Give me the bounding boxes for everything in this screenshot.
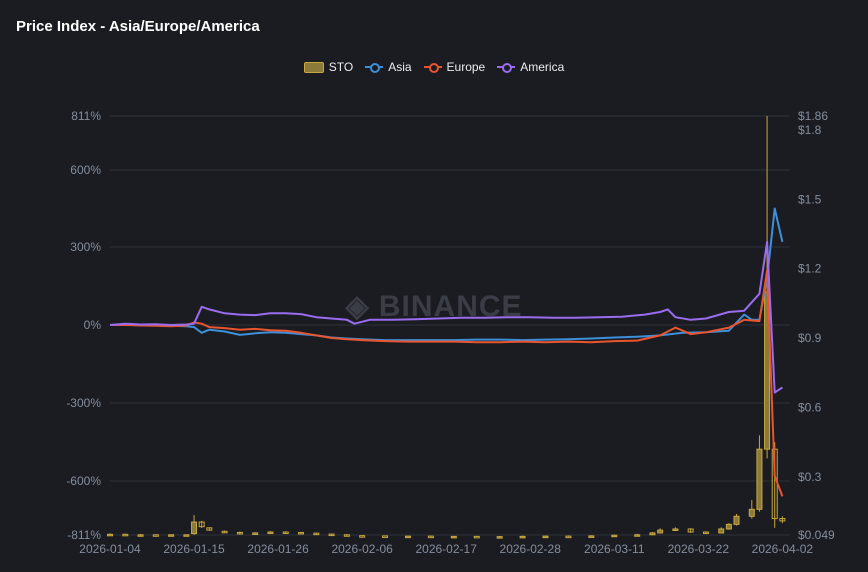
series-line-america: [109, 240, 783, 394]
sto-candle-body: [588, 535, 595, 538]
y-left-tick-label: 300%: [70, 240, 101, 254]
sto-candle-body: [206, 527, 213, 531]
sto-candle-body: [267, 531, 274, 534]
x-tick-label: 2026-03-22: [668, 542, 730, 556]
sto-candle-body: [657, 529, 664, 534]
legend-swatch-asia: [365, 62, 384, 73]
sto-candle-body: [168, 534, 175, 537]
legend-label-sto: STO: [328, 60, 354, 74]
y-left-tick-label: 0%: [84, 318, 102, 332]
legend-label-asia: Asia: [388, 60, 412, 74]
x-tick-label: 2026-01-04: [79, 542, 141, 556]
sto-candle-body: [611, 534, 618, 538]
sto-candle-body: [236, 531, 243, 535]
y-left-tick-label: 811%: [71, 109, 101, 123]
sto-candle-body: [191, 521, 198, 535]
sto-candle-body: [519, 535, 526, 539]
sto-candle-body: [122, 533, 129, 537]
legend-swatch-america: [497, 62, 516, 73]
legend-swatch-europe: [423, 62, 442, 73]
x-tick-label: 2026-02-06: [331, 542, 393, 556]
sto-candle-body: [343, 534, 350, 537]
y-left-tick-label: -300%: [66, 396, 101, 410]
sto-candle-body: [725, 523, 732, 530]
y-right-tick-label: $1.2: [798, 262, 822, 276]
legend-item-america[interactable]: America: [497, 60, 564, 74]
sto-candle-body: [473, 535, 480, 539]
sto-candle-body: [450, 535, 457, 539]
y-left-tick-label: -811%: [67, 528, 101, 542]
legend-item-sto[interactable]: STO: [303, 60, 354, 74]
sto-candle-body: [198, 521, 205, 528]
sto-candle-body: [137, 534, 144, 537]
sto-candle-body: [756, 448, 763, 510]
sto-candle-body: [496, 536, 503, 539]
sto-candle-body: [313, 532, 320, 536]
x-tick-label: 2026-02-17: [415, 542, 477, 556]
y-right-tick-label: $0.3: [798, 470, 822, 484]
legend-label-america: America: [520, 60, 565, 74]
sto-candle-body: [733, 515, 740, 525]
sto-candle-body: [359, 535, 366, 538]
sto-candle-body: [565, 535, 572, 539]
sto-candle-body: [672, 528, 679, 531]
sto-candle-body: [634, 534, 641, 537]
sto-candle-body: [252, 532, 259, 535]
x-tick-label: 2026-03-11: [584, 542, 645, 556]
sto-candle-body: [298, 531, 305, 535]
legend-item-asia[interactable]: Asia: [365, 60, 412, 74]
y-right-tick-label: $1.86: [798, 109, 828, 123]
legend-label-europe: Europe: [446, 60, 486, 74]
chart-title: Price Index - Asia/Europe/America: [16, 18, 260, 35]
y-right-tick-label: $1.5: [798, 192, 822, 206]
sto-candle-body: [542, 535, 549, 539]
sto-candle-body: [427, 535, 434, 539]
x-tick-label: 2026-01-15: [163, 542, 225, 556]
y-right-tick-label: $0.9: [798, 331, 822, 345]
x-tick-label: 2026-02-28: [500, 542, 562, 556]
chart-legend: STO Asia Europe America: [0, 60, 868, 74]
sto-candle-body: [649, 532, 656, 536]
sto-candle-body: [779, 518, 786, 522]
x-tick-label: 2026-04-02: [752, 542, 814, 556]
y-left-tick-label: -600%: [66, 474, 101, 488]
legend-item-europe[interactable]: Europe: [423, 60, 486, 74]
sto-candle-body: [748, 508, 755, 517]
series-line-europe: [110, 269, 784, 497]
sto-candle-body: [282, 531, 289, 534]
y-right-tick-label: $0.6: [798, 401, 822, 415]
sto-candle-body: [183, 534, 190, 537]
sto-candle-body: [702, 531, 709, 534]
legend-swatch-sto: [303, 61, 324, 73]
sto-candle-body: [107, 533, 113, 537]
y-left-tick-label: 600%: [70, 163, 101, 177]
sto-candle-body: [718, 528, 725, 534]
sto-candle-body: [687, 528, 694, 533]
sto-candle-body: [404, 535, 411, 539]
x-tick-label: 2026-01-26: [247, 542, 309, 556]
series-line-asia: [109, 207, 784, 342]
sto-candle-body: [221, 530, 228, 534]
y-right-tick-label: $0.049: [798, 528, 835, 542]
sto-candle-body: [152, 534, 159, 537]
y-right-tick-label: $1.8: [798, 123, 822, 137]
sto-candle-body: [328, 533, 335, 537]
sto-candle-body: [382, 535, 389, 538]
